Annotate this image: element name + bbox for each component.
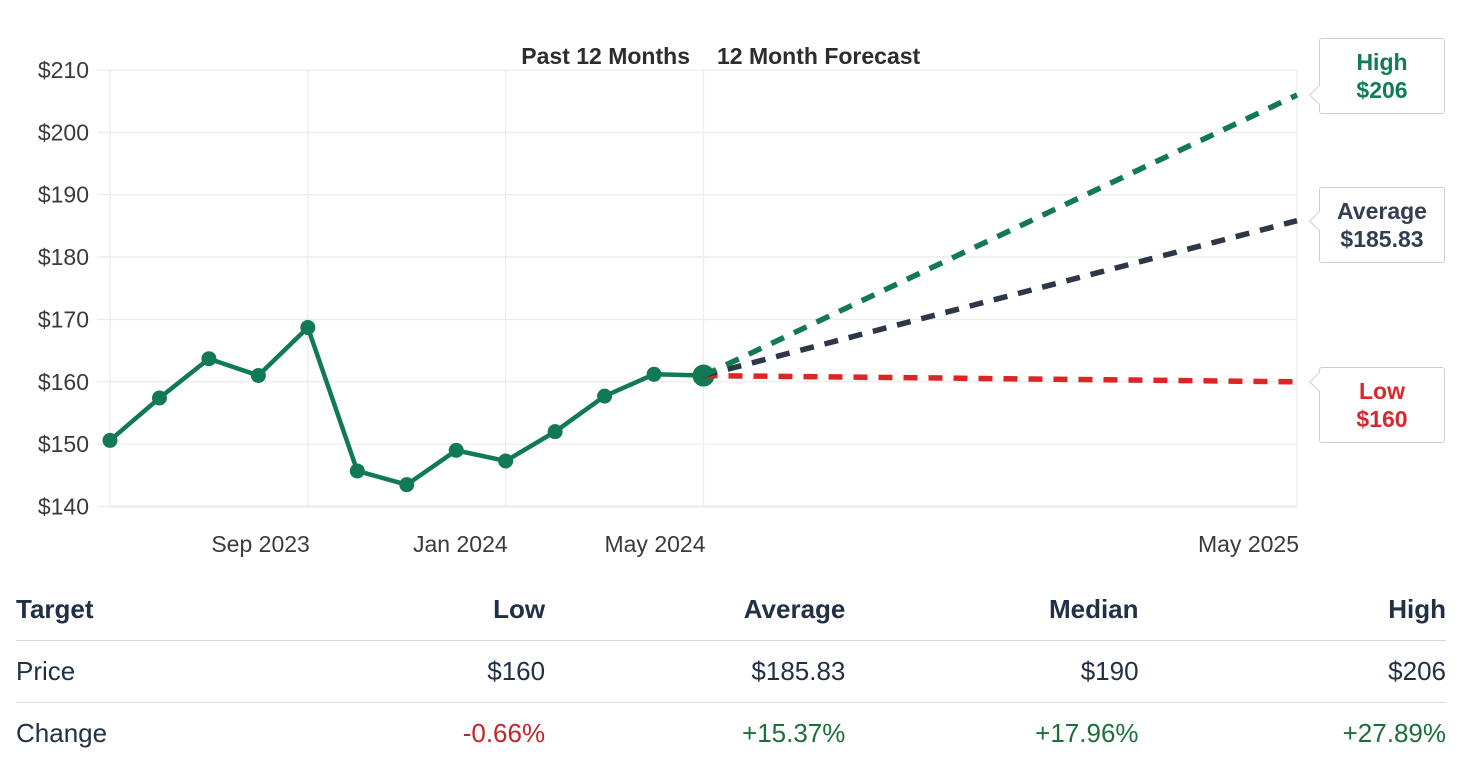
table-row-price: Price $160 $185.83 $190 $206 xyxy=(16,640,1446,703)
y-axis-label: $150 xyxy=(38,431,89,457)
price-cell: $185.83 xyxy=(545,640,846,703)
x-axis-label: May 2024 xyxy=(604,531,705,557)
y-axis-label: $170 xyxy=(38,306,89,332)
x-axis-label: Sep 2023 xyxy=(211,531,309,557)
change-cell: +27.89% xyxy=(1342,718,1446,748)
change-cell: +15.37% xyxy=(742,718,846,748)
callout-high-value: $206 xyxy=(1332,75,1432,104)
y-axis-label: $200 xyxy=(38,119,89,145)
callout-low-label: Low xyxy=(1332,376,1432,405)
price-row-label: Price xyxy=(16,640,245,703)
header-high: High xyxy=(1138,585,1446,641)
forecast-line-high xyxy=(702,92,1299,379)
y-axis-label: $180 xyxy=(38,244,89,270)
price-forecast-chart: May 2025 May 2024 Jan 2024 Sep 2023 $140 $150… xyxy=(38,37,1445,557)
table-row-change: Change -0.66% +15.37% +17.96% +27.89% xyxy=(16,703,1446,764)
callout-low-value: $160 xyxy=(1332,404,1432,433)
callout-high: High $206 xyxy=(1308,37,1445,114)
header-target: Target xyxy=(16,585,245,641)
y-axis-label: $210 xyxy=(38,57,89,83)
x-axis-label: May 2025 xyxy=(1198,531,1299,557)
price-targets-table: Target Low Average Median High Price $16… xyxy=(16,585,1446,764)
change-row-label: Change xyxy=(16,718,108,748)
table-header-row: Target Low Average Median High xyxy=(16,585,1446,641)
y-axis-label: $160 xyxy=(38,369,89,395)
header-low: Low xyxy=(244,585,546,641)
x-axis-label: Jan 2024 xyxy=(413,531,508,557)
price-history-line xyxy=(107,325,706,487)
y-axis-label: $190 xyxy=(38,182,89,208)
forecast-line-average xyxy=(702,218,1298,379)
header-median: Median xyxy=(845,585,1139,641)
callout-low: Low $160 xyxy=(1308,366,1445,443)
y-axis-label: $140 xyxy=(38,494,89,520)
callout-average-value: $185.83 xyxy=(1332,224,1432,253)
header-average: Average xyxy=(545,585,846,641)
price-targets-table-wrap: Target Low Average Median High Price $16… xyxy=(16,585,1446,764)
price-cell: $206 xyxy=(1138,640,1446,703)
callout-average: Average $185.83 xyxy=(1308,186,1445,263)
chart-title-past: Past 12 Months xyxy=(521,43,690,69)
price-forecast-svg: May 2025 May 2024 Jan 2024 Sep 2023 $140 $150… xyxy=(38,43,1299,557)
change-cell: +17.96% xyxy=(1035,718,1139,748)
callout-average-label: Average xyxy=(1332,196,1432,225)
price-cell: $160 xyxy=(244,640,546,703)
callout-high-label: High xyxy=(1332,47,1432,76)
forecast-line-low xyxy=(703,372,1298,385)
change-cell: -0.66% xyxy=(462,718,546,748)
price-cell: $190 xyxy=(845,640,1139,703)
chart-title-forecast: 12 Month Forecast xyxy=(717,43,921,69)
